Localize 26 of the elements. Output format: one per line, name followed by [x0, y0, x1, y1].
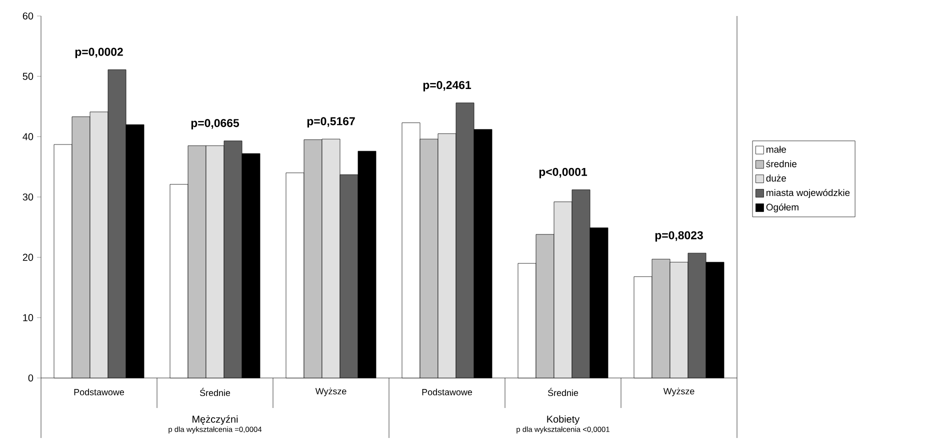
- y-tick-label: 20: [22, 254, 34, 261]
- legend-label: małe: [766, 146, 786, 153]
- y-tick-label: 40: [22, 133, 34, 140]
- annotation: p=0,0665: [191, 118, 240, 130]
- x-tick-label: Średnie: [548, 388, 578, 396]
- x-tick-label: Podstawowe: [422, 388, 472, 396]
- x-tick-label: Podstawowe: [74, 388, 124, 396]
- text: Mężczyźni: [192, 415, 238, 425]
- y-tick-label: 50: [22, 72, 34, 80]
- x-tick-label: Wyższe: [663, 388, 694, 396]
- legend-label: miasta wojewódzkie: [766, 188, 850, 198]
- annotation: p=0,2461: [423, 80, 472, 92]
- x-tick-label: Wyższe: [315, 388, 346, 396]
- text: Kobiety: [547, 415, 580, 425]
- legend-label: średnie: [766, 160, 797, 168]
- legend-label: Ogółem: [766, 203, 798, 212]
- annotation: p<0,0001: [539, 168, 588, 178]
- y-tick-label: 60: [22, 12, 34, 20]
- y-tick-label: 10: [23, 314, 34, 322]
- annotation: p=0,8023: [655, 231, 703, 242]
- annotation: p=0,5167: [307, 117, 355, 128]
- y-tick-label: 0: [28, 374, 34, 382]
- legend-label: duże: [766, 174, 786, 182]
- y-tick-label: 30: [22, 193, 34, 201]
- x-tick-label: Średnie: [200, 388, 230, 396]
- annotation: p=0,0002: [75, 48, 123, 58]
